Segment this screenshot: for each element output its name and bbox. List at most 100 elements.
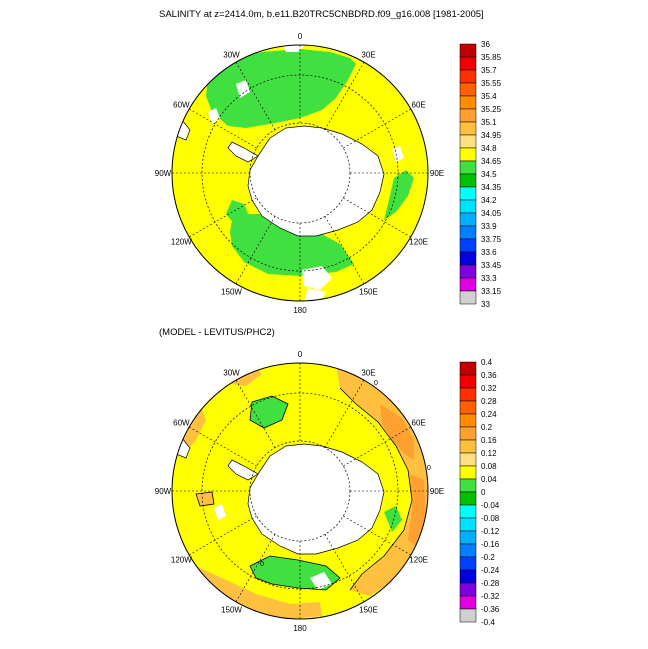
bottom-colorbar-swatch: [459, 491, 477, 506]
bottom-longitude-label: 150W: [221, 606, 242, 615]
top-longitude-label: 90E: [430, 169, 444, 178]
bottom-colorbar-tick-label: 0.32: [481, 384, 497, 393]
bottom-colorbar-tick-label: -0.2: [481, 553, 495, 562]
top-colorbar-tick-label: 33.6: [481, 248, 497, 257]
bottom-colorbar: 0.4 0.36 0.32 0.28 0.24 0.2 0.16 0.12 0.08 0.04 0 -…: [459, 358, 500, 627]
top-colorbar-swatch: [459, 43, 477, 58]
bottom-colorbar-swatch: [459, 426, 477, 441]
bottom-meridian-line: [343, 515, 412, 556]
bottom-colorbar-swatch: [459, 413, 477, 428]
top-colorbar-tick-label: 34.5: [481, 170, 497, 179]
top-colorbar: 36 35.85 35.7 35.55 35.4 35.25 35.1 34.95 34.8 34…: [459, 40, 502, 309]
bottom-longitude-label: 90E: [430, 487, 444, 496]
bottom-colorbar-swatch: [459, 504, 477, 519]
top-colorbar-swatch: [459, 277, 477, 292]
bottom-meridian-line: [324, 379, 365, 448]
top-longitude-label: 60E: [412, 101, 426, 110]
bottom-colorbar-swatch: [459, 517, 477, 532]
bottom-colorbar-swatch: [459, 439, 477, 454]
top-colorbar-tick-label: 35.85: [481, 53, 502, 62]
difference-map-panel: (MODEL - LEVITUS/PHC2): [155, 327, 500, 633]
top-colorbar-tick-label: 33.45: [481, 261, 502, 270]
top-colorbar-swatch: [459, 251, 477, 266]
top-longitude-label: 30W: [223, 50, 240, 59]
top-longitude-label: 30E: [361, 50, 375, 59]
top-colorbar-swatch: [459, 199, 477, 214]
top-colorbar-swatch: [459, 225, 477, 240]
bottom-colorbar-swatch: [459, 452, 477, 467]
top-longitude-label: 150E: [359, 288, 378, 297]
bottom-colorbar-swatch: [459, 530, 477, 545]
top-map-outline: [171, 44, 429, 302]
bottom-colorbar-tick-label: -0.36: [481, 605, 500, 614]
bottom-meridian-line: [324, 534, 365, 603]
top-colorbar-tick-label: 35.7: [481, 66, 497, 75]
bottom-colorbar-tick-label: 0.4: [481, 358, 493, 367]
bottom-longitude-label: 60W: [173, 419, 190, 428]
top-colorbar-tick-label: 35.4: [481, 92, 497, 101]
bottom-colorbar-swatch: [459, 543, 477, 558]
bottom-longitude-label: 120W: [171, 556, 192, 565]
bottom-positive-blob-1: [196, 492, 214, 506]
top-colorbar-swatch: [459, 121, 477, 136]
bottom-map-disc: [172, 363, 428, 619]
bottom-colorbar-tick-label: -0.12: [481, 527, 500, 536]
bottom-colorbar-tick-label: -0.08: [481, 514, 500, 523]
salinity-map-panel: SALINITY at z=2414.0m, b.e11.B20TRC5CNBD…: [155, 9, 502, 315]
bottom-colorbar-tick-label: -0.4: [481, 618, 495, 627]
top-meridian-line: [343, 197, 412, 238]
top-colorbar-tick-label: 34.8: [481, 144, 497, 153]
bottom-colorbar-tick-label: 0.04: [481, 475, 497, 484]
bottom-colorbar-tick-label: -0.04: [481, 501, 500, 510]
bottom-meridian-line: [188, 426, 257, 467]
contour-label: 0: [427, 465, 431, 472]
top-colorbar-swatch: [459, 212, 477, 227]
top-map-disc: [172, 45, 428, 301]
top-colorbar-tick-label: 35.1: [481, 118, 497, 127]
top-colorbar-tick-label: 33.15: [481, 287, 502, 296]
bottom-longitude-label: 150E: [359, 606, 378, 615]
top-longitude-label: 120W: [171, 238, 192, 247]
bottom-colorbar-tick-label: 0.2: [481, 423, 493, 432]
bottom-longitude-label: 30W: [223, 368, 240, 377]
bottom-colorbar-swatch: [459, 465, 477, 480]
bottom-colorbar-tick-label: 0.12: [481, 449, 497, 458]
bottom-longitude-label: 30E: [361, 368, 375, 377]
top-colorbar-swatch: [459, 290, 477, 305]
bottom-antarctica: [247, 443, 385, 555]
bottom-meridian-line: [343, 426, 412, 467]
bottom-colorbar-swatch: [459, 400, 477, 415]
bottom-meridian-line: [235, 379, 276, 448]
bottom-colorbar-tick-label: 0.24: [481, 410, 497, 419]
top-colorbar-swatch: [459, 160, 477, 175]
top-meridian-lines: [172, 45, 428, 301]
top-antarctic-peninsula: [227, 141, 259, 163]
bottom-negative-region-weddell: [250, 396, 288, 428]
bottom-high-positive-region-2: [408, 474, 426, 548]
bottom-positive-region-south: [196, 566, 322, 619]
top-chart-title: SALINITY at z=2414.0m, b.e11.B20TRC5CNBD…: [159, 9, 484, 20]
top-ross-green-region: [230, 214, 354, 276]
top-colorbar-swatch: [459, 82, 477, 97]
top-colorbar-swatch: [459, 95, 477, 110]
top-colorbar-tick-label: 33.3: [481, 274, 497, 283]
top-meridian-line: [188, 197, 257, 238]
top-colorbar-tick-label: 34.2: [481, 196, 497, 205]
top-colorbar-tick-label: 34.65: [481, 157, 502, 166]
top-colorbar-tick-label: 33: [481, 300, 490, 309]
top-colorbar-swatch: [459, 264, 477, 279]
bottom-colorbar-swatch: [459, 608, 477, 623]
bottom-colorbar-tick-label: -0.28: [481, 579, 500, 588]
bottom-longitude-label: 0: [298, 350, 303, 359]
top-meridian-line: [324, 216, 365, 285]
bottom-longitude-label: 120E: [409, 556, 428, 565]
bottom-high-positive-region: [380, 404, 414, 460]
top-meridian-line: [188, 108, 257, 149]
top-longitude-labels: 0 30E 60E 90E 120E 150E 180 150W 120W 90W 60W 30W: [155, 32, 444, 315]
bottom-colorbar-swatch: [459, 569, 477, 584]
bottom-meridian-line: [235, 534, 276, 603]
top-longitude-label: 60W: [173, 101, 190, 110]
bottom-colorbar-tick-label: 0.16: [481, 436, 497, 445]
bottom-colorbar-swatch: [459, 595, 477, 610]
